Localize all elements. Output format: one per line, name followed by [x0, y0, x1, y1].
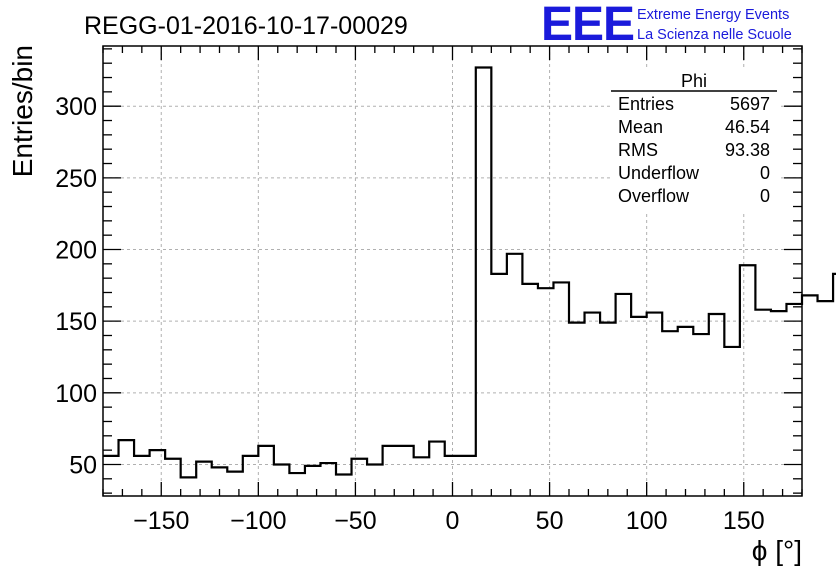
stats-row-label: Entries — [618, 94, 674, 114]
stats-box: Phi Entries 5697 Mean 46.54 RMS 93.38 Underflo… — [610, 70, 778, 212]
x-tick-label: 50 — [536, 507, 564, 535]
stats-rows: Entries 5697 Mean 46.54 RMS 93.38 Underflow 0 Ov… — [618, 94, 770, 206]
eee-logo-mark: EEE — [541, 0, 634, 51]
y-tick-label: 50 — [69, 451, 97, 479]
x-tick-label: 100 — [626, 507, 668, 535]
stats-box-background — [610, 70, 778, 212]
chart-title: REGG-01-2016-10-17-00029 — [84, 12, 408, 40]
stats-row-label: Mean — [618, 117, 663, 137]
x-tick-label: −50 — [334, 507, 376, 535]
axis-ticks — [102, 46, 803, 496]
eee-logo: EEE Extreme Energy Events La Scienza nel… — [541, 0, 792, 51]
y-tick-label: 200 — [55, 237, 97, 265]
stats-box-title: Phi — [681, 71, 707, 91]
stats-row-value: 93.38 — [725, 140, 770, 160]
stats-row-label: Overflow — [618, 186, 690, 206]
stats-row-label: RMS — [618, 140, 658, 160]
y-tick-label: 150 — [55, 308, 97, 336]
y-axis-title: Entries/bin — [7, 45, 38, 177]
x-tick-label: −150 — [133, 507, 189, 535]
y-tick-label: 300 — [55, 93, 97, 121]
y-tick-label: 100 — [55, 380, 97, 408]
x-tick-label: 150 — [723, 507, 765, 535]
histogram-line — [103, 66, 836, 479]
stats-row-label: Underflow — [618, 163, 700, 183]
x-tick-label: 0 — [446, 507, 460, 535]
stats-row-value: 5697 — [730, 94, 770, 114]
x-tick-labels: −150 −100 −50 0 50 100 150 — [133, 507, 765, 535]
stats-row-value: 0 — [760, 186, 770, 206]
x-axis-title: ϕ [°] — [752, 535, 802, 566]
logo-line-1: Extreme Energy Events — [637, 7, 789, 23]
y-tick-label: 250 — [55, 165, 97, 193]
stats-row-value: 0 — [760, 163, 770, 183]
logo-line-2: La Scienza nelle Scuole — [637, 27, 792, 43]
stats-row-value: 46.54 — [725, 117, 770, 137]
y-tick-labels: 50 100 150 200 250 300 — [55, 93, 97, 479]
x-tick-label: −100 — [230, 507, 286, 535]
